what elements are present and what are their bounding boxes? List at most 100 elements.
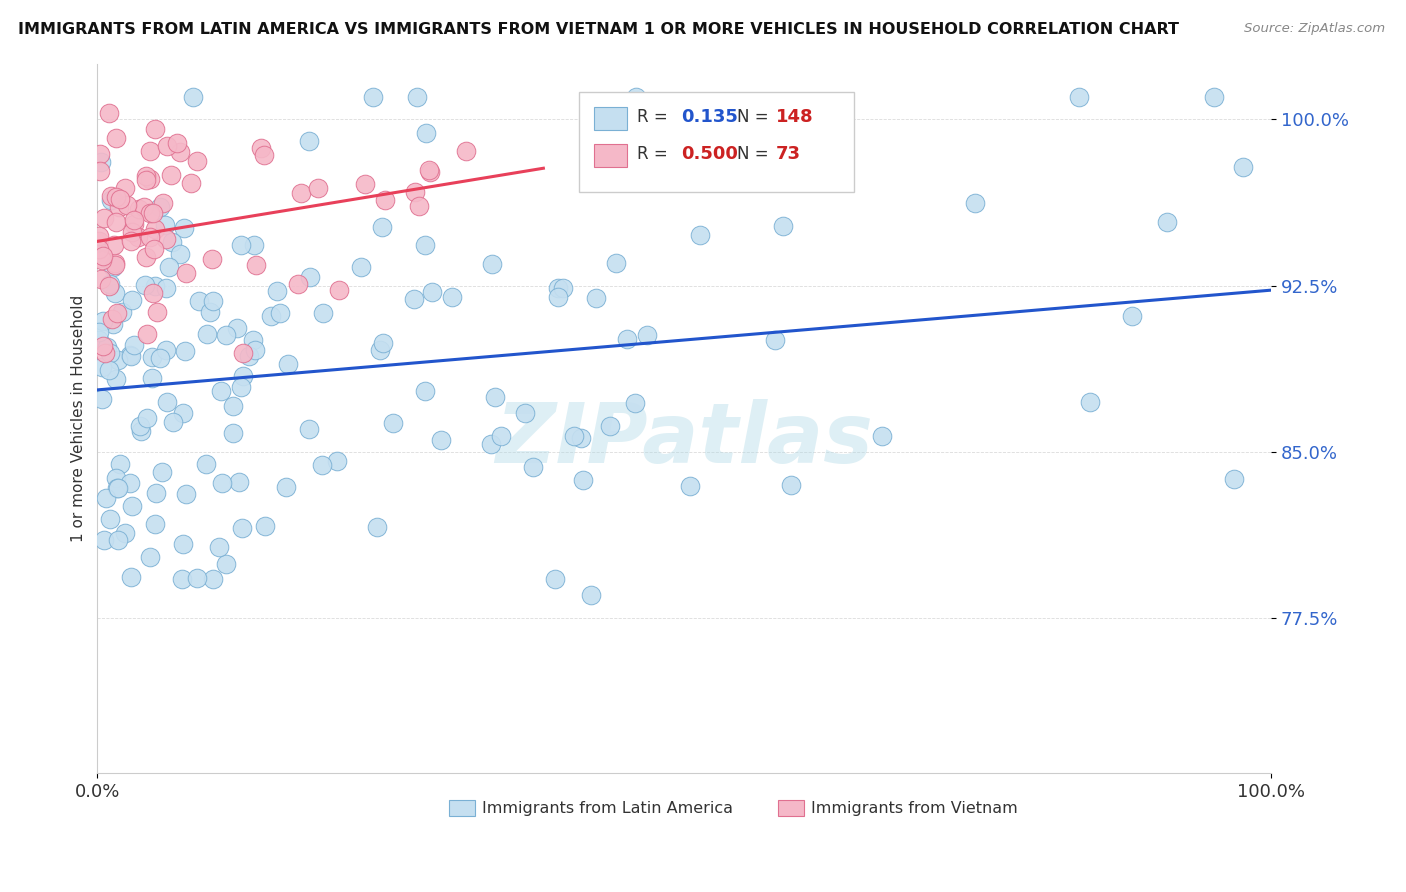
Point <box>232 368 254 383</box>
Point <box>605 256 627 270</box>
Point <box>114 181 136 195</box>
Point <box>105 190 128 204</box>
Bar <box>450 800 475 816</box>
Point <box>124 338 146 352</box>
Point <box>195 326 218 341</box>
Point <box>87 229 110 244</box>
Point <box>166 136 188 150</box>
Point <box>374 193 396 207</box>
Point <box>134 201 156 215</box>
Point <box>142 286 165 301</box>
Point <box>152 196 174 211</box>
Text: ZIPatlas: ZIPatlas <box>495 400 873 481</box>
Point <box>111 304 134 318</box>
Point <box>254 518 277 533</box>
Point <box>129 418 152 433</box>
Point <box>142 206 165 220</box>
Point <box>120 570 142 584</box>
Point <box>758 171 780 186</box>
Point <box>149 351 172 366</box>
Point <box>198 305 221 319</box>
Point <box>120 234 142 248</box>
Point <box>139 171 162 186</box>
Point <box>963 196 986 211</box>
Point <box>103 258 125 272</box>
Point <box>159 260 181 275</box>
Point <box>186 154 208 169</box>
Point <box>108 200 131 214</box>
Point <box>172 405 194 419</box>
Point <box>105 481 128 495</box>
Point <box>188 294 211 309</box>
Point <box>155 232 177 246</box>
Point <box>121 499 143 513</box>
Point <box>174 487 197 501</box>
Point <box>90 392 112 406</box>
Point <box>1121 309 1143 323</box>
Point <box>90 271 112 285</box>
Point <box>780 477 803 491</box>
Point <box>276 480 298 494</box>
Point <box>135 169 157 183</box>
Point <box>170 572 193 586</box>
Point <box>616 332 638 346</box>
Point <box>115 198 138 212</box>
Point <box>242 237 264 252</box>
Point <box>763 333 786 347</box>
Point <box>298 422 321 436</box>
Point <box>104 286 127 301</box>
Point <box>105 471 128 485</box>
Point <box>402 293 425 307</box>
Point <box>180 176 202 190</box>
Point <box>209 384 232 399</box>
Point <box>266 284 288 298</box>
Point <box>105 215 128 229</box>
Point <box>201 252 224 267</box>
Point <box>405 90 427 104</box>
Text: N =: N = <box>737 145 769 163</box>
Point <box>382 416 405 430</box>
Point <box>90 155 112 169</box>
Point <box>245 258 267 272</box>
Point <box>127 230 149 244</box>
Point <box>328 284 350 298</box>
Point <box>599 419 621 434</box>
Point <box>481 257 503 271</box>
Point <box>260 310 283 324</box>
Point <box>150 465 173 479</box>
Point <box>103 237 125 252</box>
Point <box>562 428 585 442</box>
Point <box>636 328 658 343</box>
Point <box>156 139 179 153</box>
Point <box>145 485 167 500</box>
Point <box>215 328 238 343</box>
Point <box>156 394 179 409</box>
Point <box>145 305 167 319</box>
Point <box>118 348 141 362</box>
Point <box>368 343 391 357</box>
Point <box>87 325 110 339</box>
Point <box>135 250 157 264</box>
Point <box>135 411 157 425</box>
Point <box>134 277 156 292</box>
Point <box>96 340 118 354</box>
Point <box>139 144 162 158</box>
Point <box>201 572 224 586</box>
Point <box>1204 90 1226 104</box>
Y-axis label: 1 or more Vehicles in Household: 1 or more Vehicles in Household <box>72 295 86 542</box>
Point <box>454 145 477 159</box>
Text: 148: 148 <box>776 108 814 127</box>
Text: 73: 73 <box>776 145 801 163</box>
Point <box>366 520 388 534</box>
Point <box>128 202 150 216</box>
Point <box>149 200 172 214</box>
Text: R =: R = <box>637 108 668 127</box>
Point <box>172 537 194 551</box>
Point <box>404 186 426 200</box>
Point <box>250 141 273 155</box>
Point <box>679 479 702 493</box>
Point <box>100 277 122 292</box>
Point <box>141 371 163 385</box>
Point <box>624 90 647 104</box>
Point <box>231 521 253 535</box>
